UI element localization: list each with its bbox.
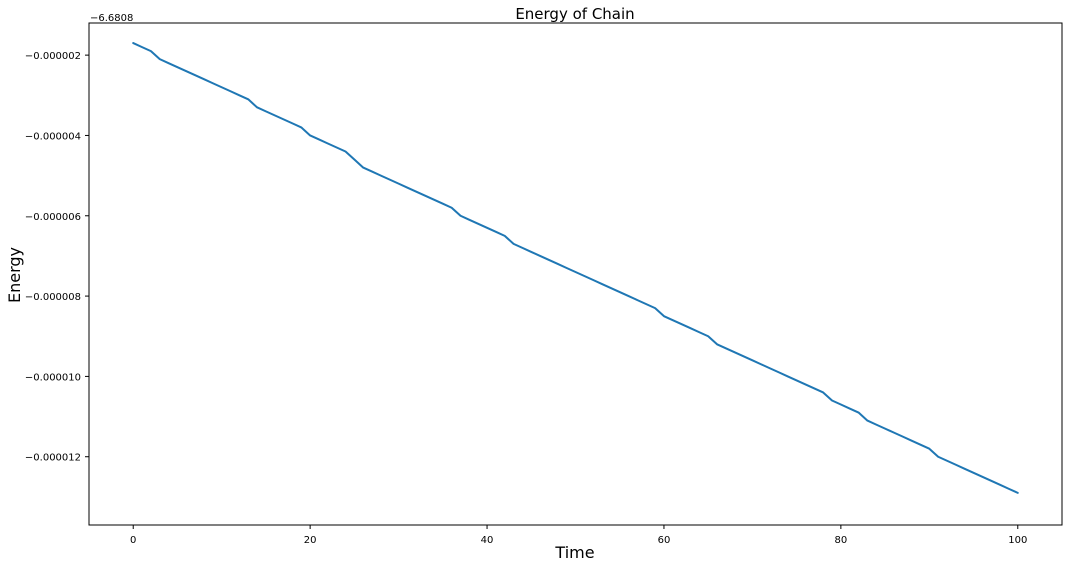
chart-title: Energy of Chain — [515, 5, 634, 23]
plot-layer: 0 20 40 60 80 100 −0.000002 −0.000004 −0.000006… — [25, 22, 1063, 546]
y-axis-tick-label: −0.000012 — [25, 453, 81, 464]
x-axis-tick-label: 80 — [834, 535, 847, 546]
y-axis-tick-label: −0.000004 — [25, 131, 81, 142]
plot-frame — [88, 22, 1063, 526]
y-axis-ticks: −0.000002 −0.000004 −0.000006 −0.000008 −0.0… — [25, 51, 89, 464]
x-axis-tick-label: 20 — [304, 535, 317, 546]
y-axis-tick-label: −0.000008 — [25, 292, 81, 303]
y-axis-tick-label: −0.000002 — [25, 51, 81, 62]
y-axis-tick-label: −0.000006 — [25, 212, 81, 223]
x-axis-ticks: 0 20 40 60 80 100 — [130, 525, 1027, 546]
x-axis-tick-label: 40 — [481, 535, 494, 546]
energy-series-line — [132, 42, 1019, 494]
x-axis-tick-label: 0 — [130, 535, 136, 546]
y-axis-label: Energy — [5, 247, 24, 303]
x-axis-tick-label: 100 — [1008, 535, 1027, 546]
x-axis-label: Time — [554, 543, 594, 562]
y-axis-offset-label: −6.6808 — [90, 13, 133, 24]
y-axis-tick-label: −0.000010 — [25, 372, 81, 383]
x-axis-tick-label: 60 — [658, 535, 671, 546]
